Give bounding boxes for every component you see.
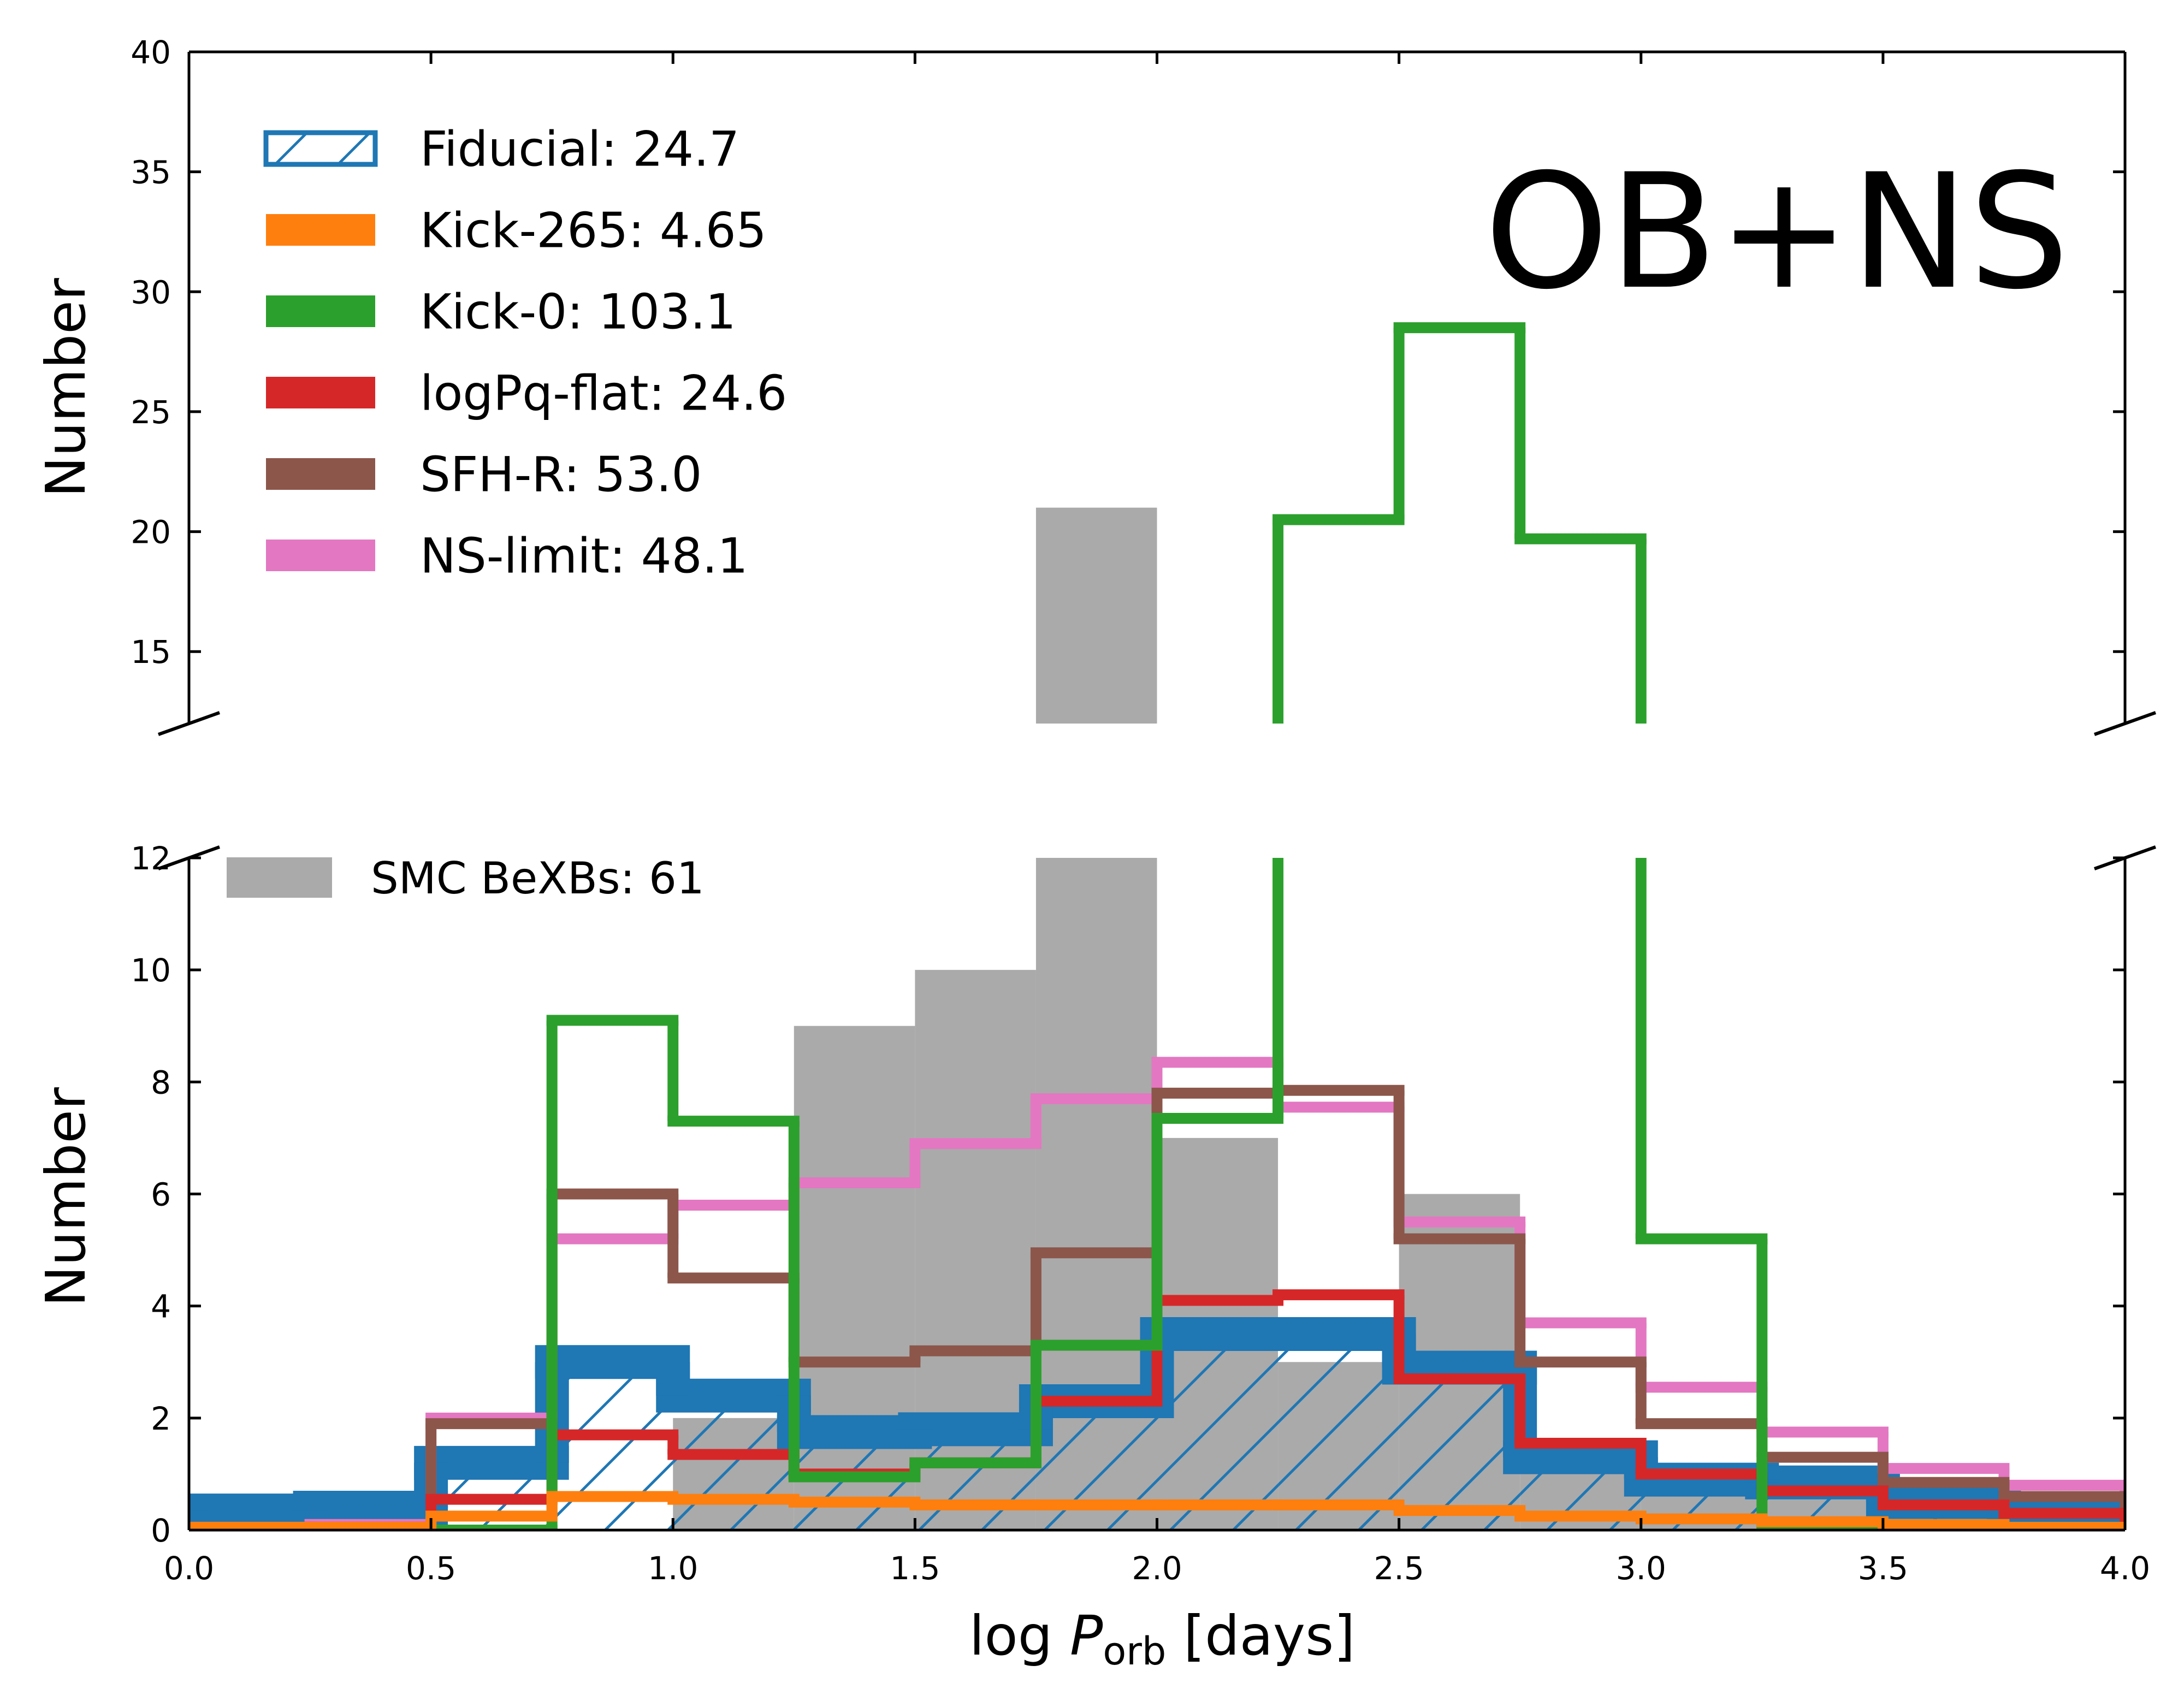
y-tick-label: 35 <box>131 154 171 191</box>
y-tick-label: 30 <box>131 274 171 311</box>
legend-label: Kick-0: 103.1 <box>420 284 736 340</box>
legend-label: Fiducial: 24.7 <box>420 121 739 177</box>
x-tick-label: 2.5 <box>1374 1550 1424 1587</box>
hatch-bar <box>1399 1367 1520 1530</box>
hatch-bar <box>1278 1333 1399 1530</box>
x-tick-label: 1.5 <box>890 1550 940 1587</box>
legend: Fiducial: 24.7 Kick-265: 4.65 Kick-0: 103.… <box>227 121 787 904</box>
legend-swatch <box>227 857 332 898</box>
y-tick-label: 25 <box>131 394 171 431</box>
x-tick-label: 0.5 <box>406 1550 456 1587</box>
x-axis-label: log Porb [days] <box>969 1604 1355 1674</box>
y-tick-label: 0 <box>151 1512 171 1549</box>
legend-swatch <box>266 377 375 408</box>
legend-swatch <box>263 130 378 167</box>
legend-label: Kick-265: 4.65 <box>420 203 767 259</box>
x-tick-label: 1.0 <box>648 1550 698 1587</box>
hatch-bar <box>552 1362 673 1530</box>
legend-swatch <box>266 295 375 327</box>
y-tick-label: 10 <box>131 952 171 989</box>
hatch-bar <box>1035 1401 1157 1530</box>
hatch-bar <box>1157 1333 1279 1530</box>
x-label-part: orb <box>1103 1629 1166 1674</box>
legend-label: NS-limit: 48.1 <box>420 528 748 584</box>
x-label-part: [days] <box>1166 1604 1355 1668</box>
y-tick-label: 40 <box>131 34 171 71</box>
legend-label: SMC BeXBs: 61 <box>371 853 705 904</box>
panel <box>915 322 1647 778</box>
y-tick-label: 2 <box>151 1400 171 1437</box>
bar <box>1035 507 1157 724</box>
y-tick-label: 6 <box>151 1176 171 1213</box>
y-axis-label: Number <box>34 1087 98 1307</box>
legend-label: SFH-R: 53.0 <box>420 447 702 503</box>
axes: 15 20 25 30 35 40 0 2 4 6 8 10 12 0.0 0.5 1.0 1.5 2.0 2.5 3… <box>131 34 2157 1587</box>
x-label-part: log <box>969 1604 1070 1668</box>
x-tick-label: 2.0 <box>1132 1550 1182 1587</box>
legend-swatch <box>266 540 375 571</box>
y-tick-label: 20 <box>131 514 171 551</box>
x-tick-label: 4.0 <box>2100 1550 2150 1587</box>
legend-label: logPq-flat: 24.6 <box>420 365 787 422</box>
y-axis-label: Number <box>34 277 98 497</box>
x-tick-label: 0.0 <box>164 1550 214 1587</box>
x-tick-label: 3.5 <box>1858 1550 1908 1587</box>
legend-swatch <box>266 458 375 490</box>
bar <box>915 772 1036 778</box>
x-tick-label: 3.0 <box>1616 1550 1666 1587</box>
y-tick-label: 4 <box>151 1288 171 1325</box>
legend-swatch <box>266 214 375 246</box>
annotation: OB+NS <box>1484 140 2069 324</box>
y-tick-label: 8 <box>151 1064 171 1101</box>
hatch-bar <box>673 1395 794 1530</box>
x-label-part: P <box>1070 1604 1103 1668</box>
y-tick-label: 15 <box>131 633 171 671</box>
panel <box>189 858 2125 1530</box>
y-tick-label: 12 <box>131 840 171 877</box>
plot-area <box>189 322 2125 1530</box>
